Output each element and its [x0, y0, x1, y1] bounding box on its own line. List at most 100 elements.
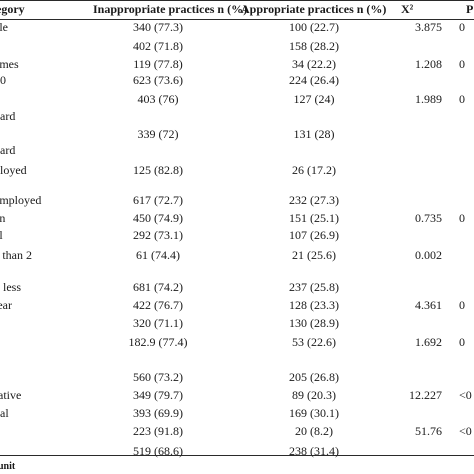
row-p-value: 0 [459, 298, 465, 312]
row-p-value: 0 [459, 335, 465, 349]
row-chi-square: 12.227 [409, 388, 442, 402]
row-category: ale [0, 20, 8, 34]
row-appropriate: 237 (25.8) [289, 280, 339, 294]
header-category: egory [0, 2, 25, 16]
row-inappropriate: 292 (73.1) [133, 228, 183, 242]
row-appropriate: 53 (22.6) [292, 335, 336, 349]
table-row: nal 393 (69.9) 169 (30.1) [0, 405, 474, 421]
row-appropriate: 34 (22.2) [292, 57, 336, 71]
row-inappropriate: 422 (76.7) [133, 298, 183, 312]
row-appropriate: 20 (8.2) [295, 424, 333, 438]
table-row: h339 (72)131 (28) [0, 126, 474, 142]
row-appropriate: 238 (31.4) [289, 444, 339, 458]
header-appropriate: Appropriate practices n (%) [241, 2, 387, 16]
table-row: 519 (68.6) 238 (31.4) [0, 443, 474, 459]
table-row: d less 681 (74.2) 237 (25.8) [0, 279, 474, 295]
row-appropriate: 151 (25.1) [289, 211, 339, 225]
table-row: 182.9 (77.4) 53 (22.6) 1.692 0 [0, 334, 474, 350]
row-category: rative [0, 388, 22, 402]
row-category: ployed [0, 163, 27, 177]
row-appropriate: 131 (28) [293, 127, 335, 141]
row-inappropriate: 393 (69.9) [133, 406, 183, 420]
row-category: employed [0, 193, 42, 207]
row-category: d less [0, 280, 21, 294]
row-category: 30 [0, 73, 6, 87]
table-row: ale 340 (77.3) 100 (22.7) 3.875 0 [0, 19, 474, 35]
row-p-value: 0 [459, 57, 465, 71]
row-category: dard [0, 143, 16, 157]
row-inappropriate: 320 (71.1) [133, 316, 183, 330]
row-chi-square: 0.735 [415, 211, 442, 225]
row-chi-square: 51.76 [415, 424, 442, 438]
row-p-value: 0 [459, 211, 465, 225]
table-row: an 450 (74.9) 151 (25.1) 0.735 0 [0, 210, 474, 226]
row-inappropriate: 182.9 (77.4) [128, 335, 188, 349]
row-appropriate: 130 (28.9) [289, 316, 339, 330]
row-inappropriate: 339 (72) [137, 127, 179, 141]
table-row: t320 (71.1)130 (28.9) [0, 315, 474, 331]
row-inappropriate: 403 (76) [137, 92, 179, 106]
header-p-value: P [466, 2, 474, 16]
row-category: nal [0, 406, 9, 420]
row-appropriate: 169 (30.1) [289, 406, 339, 420]
row-category: al [0, 228, 3, 242]
header-rule [0, 19, 474, 20]
row-chi-square: 3.875 [415, 20, 442, 34]
header-inappropriate: Inappropriate practices n (%) [93, 2, 248, 16]
table-row: e than 2 61 (74.4) 21 (25.6) 0.002 [0, 247, 474, 263]
row-p-value: <0 [459, 388, 472, 402]
table-row: rative 349 (79.7) 89 (20.3) 12.227 <0 [0, 387, 474, 403]
row-appropriate: 100 (22.7) [289, 20, 339, 34]
top-rule [0, 0, 474, 1]
row-appropriate: 127 (24) [293, 92, 335, 106]
row-category: e than 2 [0, 248, 32, 262]
row-inappropriate: 681 (74.2) [133, 280, 183, 294]
row-p-value: <0 [459, 424, 472, 438]
row-p-value: 0 [459, 92, 465, 106]
row-appropriate: 224 (26.4) [289, 73, 339, 87]
row-inappropriate: 340 (77.3) [133, 20, 183, 34]
row-appropriate: 128 (23.3) [289, 298, 339, 312]
row-p-value: 0 [459, 20, 465, 34]
row-inappropriate: 617 (72.7) [133, 193, 183, 207]
table-row: e402 (71.8)158 (28.2) [0, 38, 474, 54]
row-chi-square: 1.989 [415, 92, 442, 106]
row-category: dard [0, 109, 16, 123]
row-inappropriate: 61 (74.4) [136, 248, 180, 262]
row-appropriate: 89 (20.3) [292, 388, 336, 402]
row-chi-square: 4.361 [415, 298, 442, 312]
table-footnote: unit [0, 461, 16, 472]
row-appropriate: 26 (17.2) [292, 163, 336, 177]
row-inappropriate: 402 (71.8) [133, 39, 183, 53]
row-inappropriate: 349 (79.7) [133, 388, 183, 402]
table-row: al 292 (73.1) 107 (26.9) [0, 227, 474, 243]
row-inappropriate: 125 (82.8) [133, 163, 183, 177]
row-inappropriate: 519 (68.6) [133, 444, 183, 458]
row-appropriate: 205 (26.8) [289, 370, 339, 384]
row-inappropriate: 223 (91.8) [133, 424, 183, 438]
table-row: 30 623 (73.6) 224 (26.4) [0, 72, 474, 88]
row-chi-square: 0.002 [415, 248, 442, 262]
row-inappropriate: 623 (73.6) [133, 73, 183, 87]
row-chi-square: 1.208 [415, 57, 442, 71]
row-inappropriate: 450 (74.9) [133, 211, 183, 225]
row-appropriate: 158 (28.2) [289, 39, 339, 53]
row-appropriate: 107 (26.9) [289, 228, 339, 242]
table-row: emes 119 (77.8) 34 (22.2) 1.208 0 [0, 56, 474, 72]
table-row: lear 422 (76.7) 128 (23.3) 4.361 0 [0, 297, 474, 313]
row-category: emes [0, 57, 19, 71]
table-row: employed 617 (72.7) 232 (27.3) [0, 192, 474, 208]
header-chi-square: X² [401, 2, 414, 16]
row-appropriate: 21 (25.6) [292, 248, 336, 262]
table-row: dard [0, 142, 474, 158]
row-inappropriate: 560 (73.2) [133, 370, 183, 384]
row-chi-square: 1.692 [415, 335, 442, 349]
bottom-rule [0, 455, 474, 456]
table-row: dard [0, 108, 474, 124]
table-row: 223 (91.8) 20 (8.2) 51.76 <0 [0, 423, 474, 439]
row-appropriate: 232 (27.3) [289, 193, 339, 207]
table-row: ployed 125 (82.8) 26 (17.2) [0, 162, 474, 178]
row-inappropriate: 119 (77.8) [133, 57, 183, 71]
